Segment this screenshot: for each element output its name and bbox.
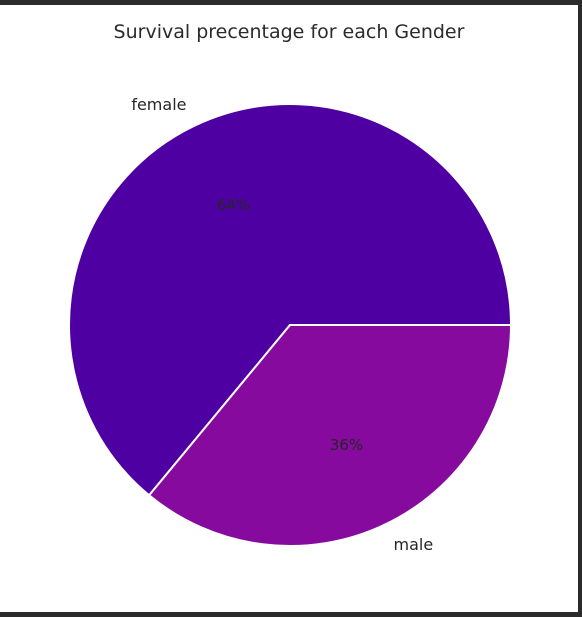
slice-label-male: male <box>394 535 434 554</box>
top-strip <box>0 0 582 5</box>
slice-percentage-female: 64% <box>217 196 250 214</box>
pie-slice-male <box>148 324 512 547</box>
chart-figure: Survival precentage for each Gender fema… <box>0 5 578 612</box>
pie-chart: female 64% male 36% <box>68 95 512 554</box>
pie-slice-female <box>68 103 512 497</box>
slice-label-female: female <box>131 95 186 114</box>
chart-title: Survival precentage for each Gender <box>113 21 465 43</box>
slice-percentage-male: 36% <box>330 436 363 454</box>
